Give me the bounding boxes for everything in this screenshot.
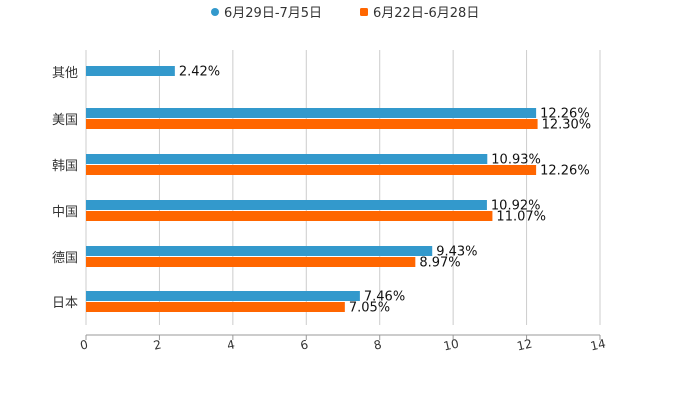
data-label: 9.43%: [436, 245, 477, 260]
y-category-label: 其他: [52, 66, 78, 81]
bar-current-week: [86, 108, 537, 118]
legend-label: 6月29日-7月5日: [224, 6, 322, 21]
bar-previous-week: [86, 119, 538, 129]
legend-label: 6月22日-6月28日: [373, 6, 479, 21]
data-label: 2.42%: [179, 65, 220, 80]
x-tick-label: 8: [373, 337, 383, 352]
bar-previous-week: [86, 211, 493, 221]
bar-current-week: [86, 66, 175, 76]
data-label: 12.26%: [540, 107, 590, 122]
bar-current-week: [86, 246, 433, 256]
bar-current-week: [86, 200, 487, 210]
data-label: 10.92%: [491, 199, 541, 214]
bar-previous-week: [86, 302, 345, 312]
x-tick-label: 14: [589, 337, 607, 354]
data-label: 12.30%: [542, 118, 592, 133]
data-label: 12.26%: [540, 164, 590, 179]
y-category-label: 日本: [52, 296, 78, 311]
x-tick-label: 12: [516, 337, 534, 354]
x-tick-label: 0: [79, 337, 89, 352]
data-label: 7.05%: [349, 301, 390, 316]
y-category-label: 中国: [52, 205, 78, 220]
bar-previous-week: [86, 165, 537, 175]
x-tick-label: 2: [152, 337, 162, 352]
x-tick-label: 4: [226, 337, 236, 352]
bar-current-week: [86, 154, 488, 164]
bar-current-week: [86, 291, 360, 301]
bar-previous-week: [86, 257, 416, 267]
legend-marker-icon: [360, 8, 368, 16]
data-label: 7.46%: [364, 290, 405, 305]
data-label: 11.07%: [496, 210, 546, 225]
x-tick-label: 10: [442, 337, 460, 354]
y-category-label: 德国: [52, 251, 78, 266]
y-category-label: 韩国: [52, 159, 78, 174]
legend-marker-icon: [211, 8, 219, 16]
x-tick-label: 6: [299, 337, 309, 352]
data-label: 10.93%: [491, 153, 541, 168]
y-category-label: 美国: [52, 113, 78, 128]
data-label: 8.97%: [419, 256, 460, 271]
